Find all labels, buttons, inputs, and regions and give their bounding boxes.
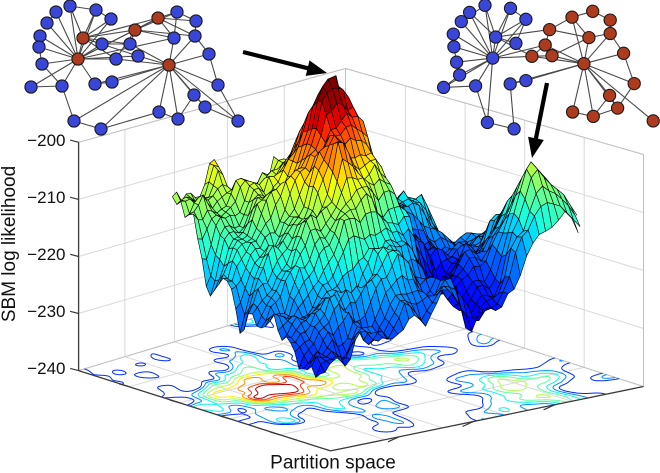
- svg-text:−220: −220: [27, 245, 65, 264]
- svg-text:SBM log likelihood: SBM log likelihood: [0, 166, 20, 322]
- svg-text:−240: −240: [27, 359, 65, 378]
- svg-text:−210: −210: [27, 188, 65, 207]
- svg-text:Partition space: Partition space: [270, 453, 396, 473]
- svg-text:−230: −230: [27, 302, 65, 321]
- svg-text:−200: −200: [27, 131, 65, 150]
